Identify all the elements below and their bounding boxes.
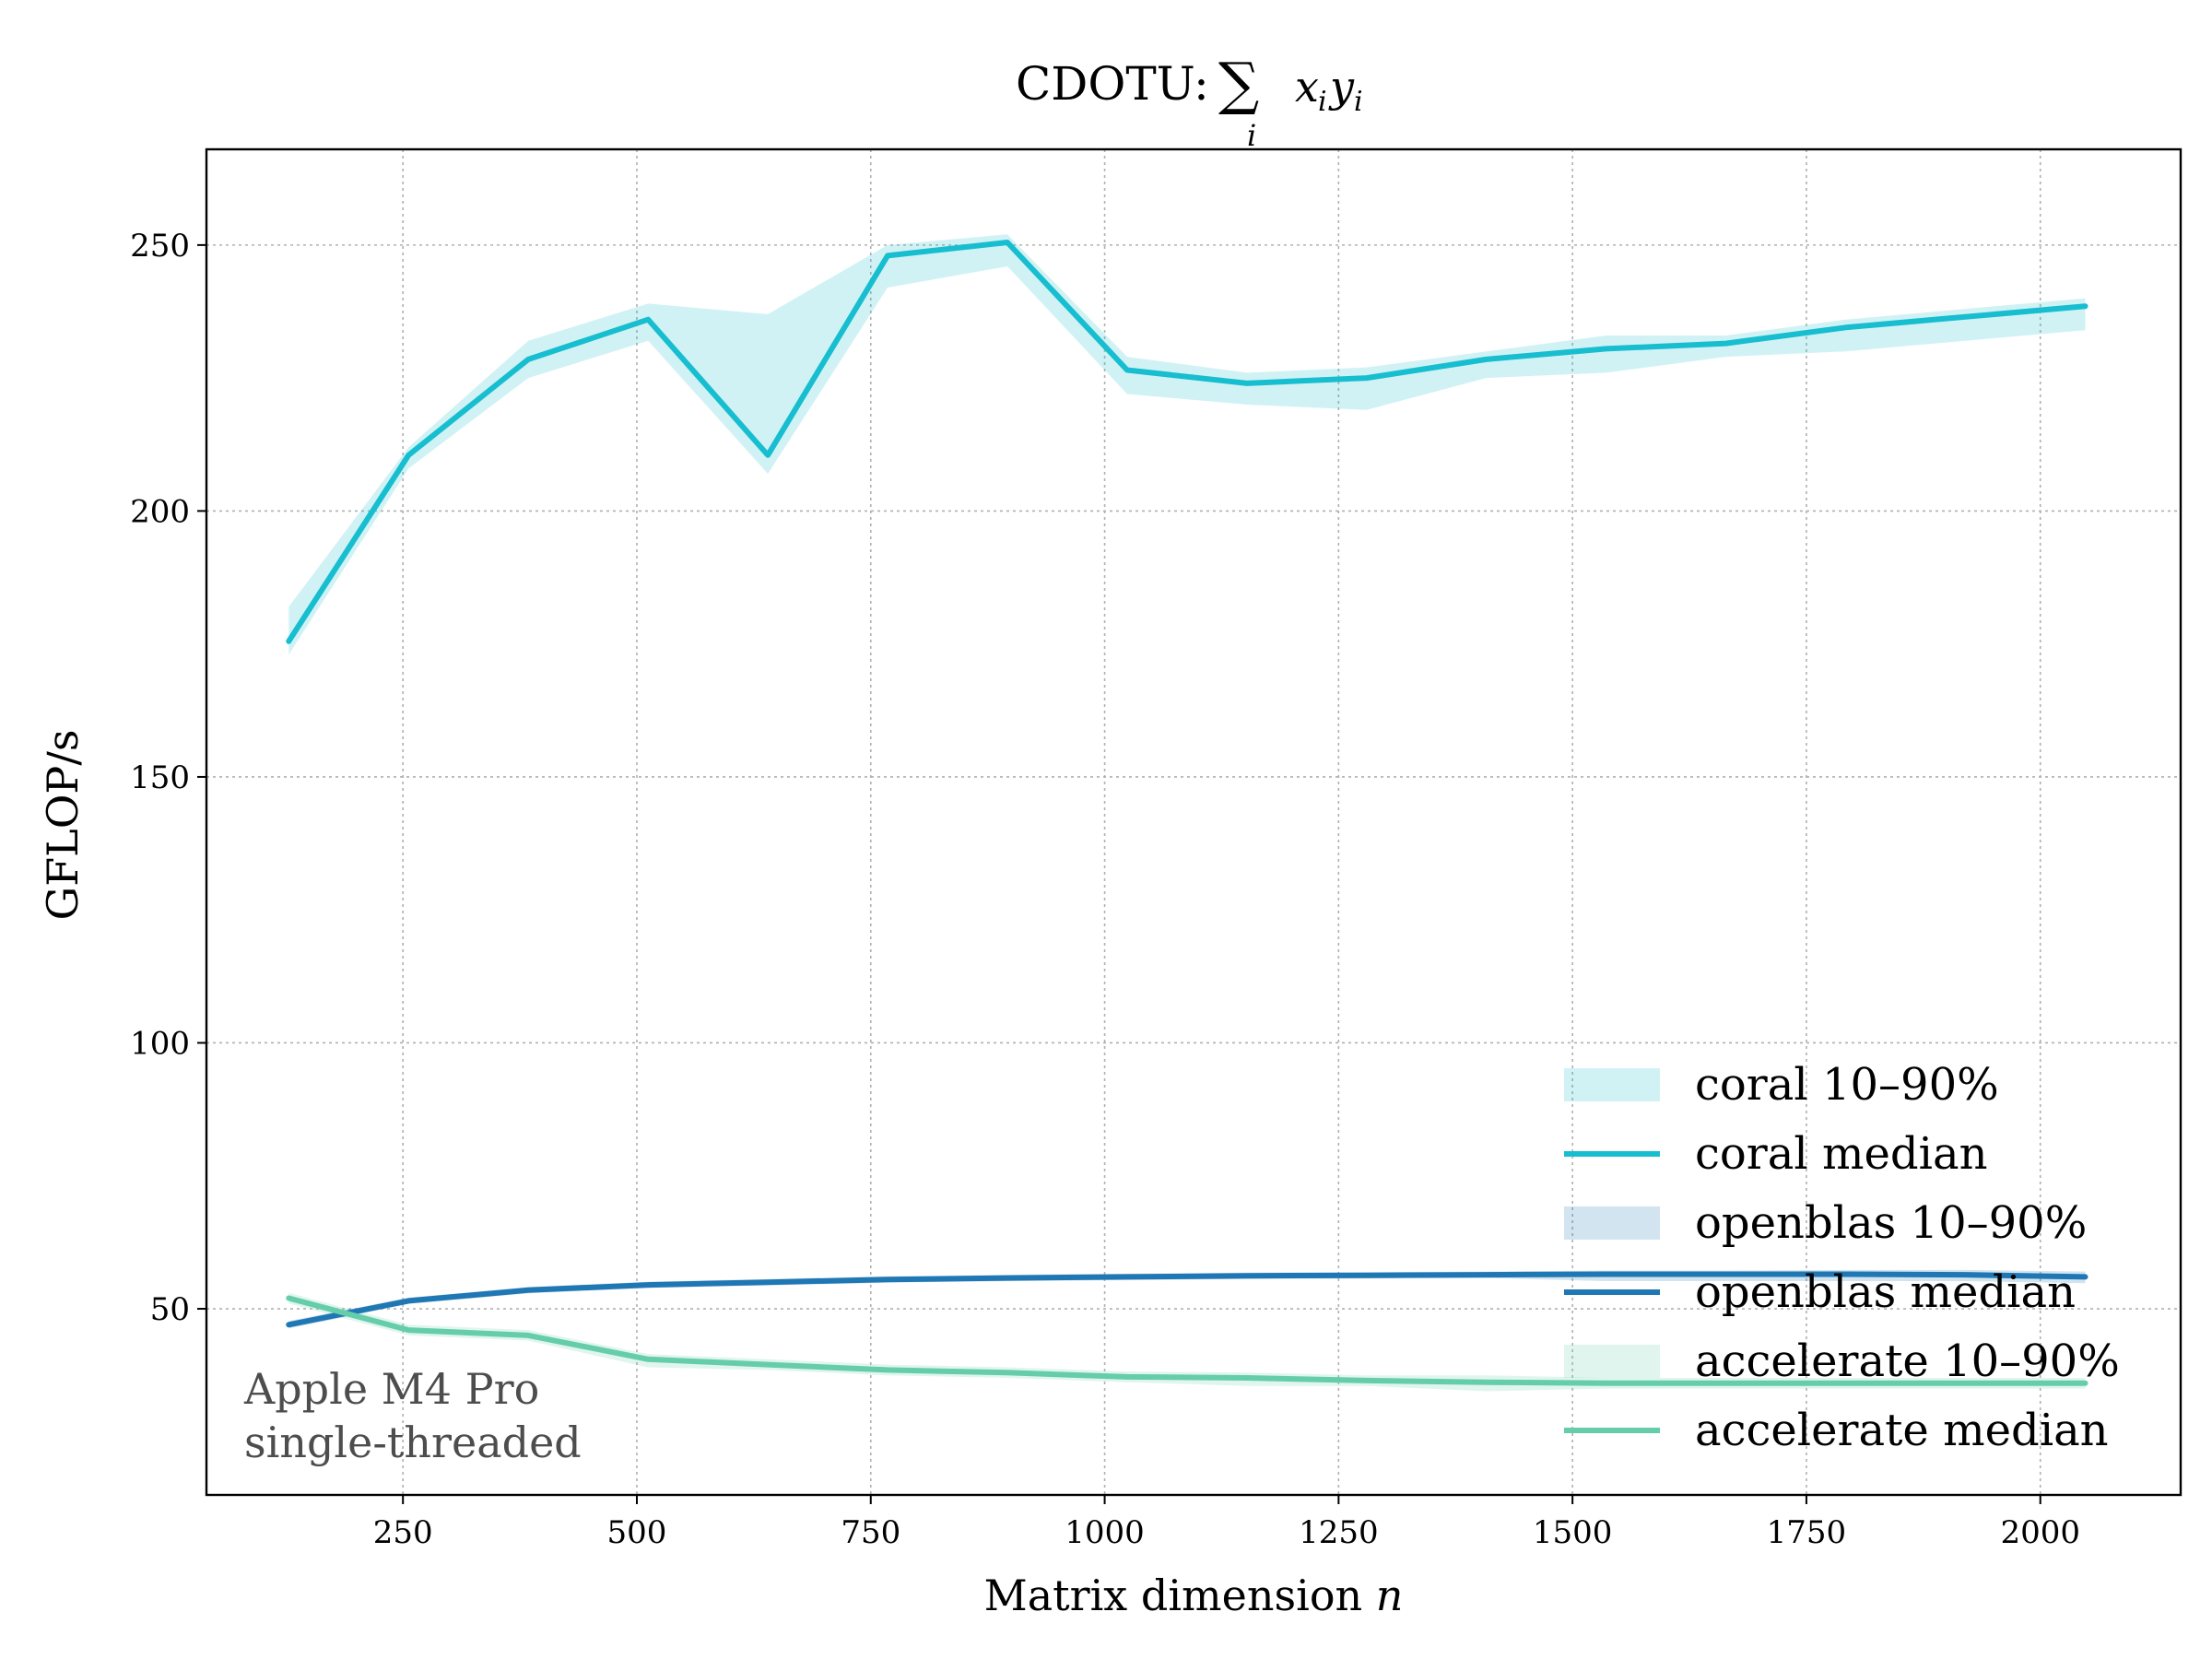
chart-title-math: ∑ i x i y i (1218, 50, 1363, 153)
y-tick-label: 200 (130, 493, 190, 530)
y-tick-label: 250 (130, 228, 190, 265)
grid (206, 149, 2181, 1495)
legend-swatch-band (1564, 1206, 1660, 1240)
accelerate-band (288, 1292, 2086, 1392)
legend-entry-coral-band: coral 10–90% (1564, 1059, 1999, 1111)
legend-entry-openblas-band: openblas 10–90% (1564, 1197, 2087, 1249)
y-tick-label: 50 (150, 1291, 190, 1328)
x-tick-label: 1250 (1299, 1514, 1379, 1551)
openblas-median-line (286, 1271, 2088, 1328)
x-tick-label: 500 (607, 1514, 667, 1551)
svg-text:i: i (1318, 86, 1327, 118)
svg-text:i: i (1247, 118, 1256, 153)
svg-text:i: i (1354, 86, 1363, 118)
x-tick-label: 1000 (1065, 1514, 1145, 1551)
legend: coral 10–90% coral median openblas 10–90% o… (1564, 1059, 2120, 1456)
legend-label: coral 10–90% (1695, 1059, 1999, 1111)
x-tick-label: 1500 (1533, 1514, 1613, 1551)
median-lines (286, 240, 2088, 1386)
y-tick-label: 150 (130, 759, 190, 796)
x-axis-label: Matrix dimension n (984, 1571, 1404, 1620)
legend-entry-coral-line: coral median (1564, 1128, 1987, 1180)
x-axis-ticks: 250 500 750 1000 1250 1500 1750 2000 (373, 1495, 2080, 1551)
coral-band (288, 234, 2086, 655)
plot-frame (205, 147, 2183, 1497)
y-axis-ticks: 50 100 150 200 250 (130, 228, 206, 1328)
svg-text:∑: ∑ (1218, 50, 1259, 117)
legend-entry-openblas-line: openblas median (1564, 1266, 2076, 1318)
x-tick-label: 2000 (2000, 1514, 2080, 1551)
chart-title-prefix: CDOTU: (1016, 57, 1209, 111)
chart-title: CDOTU: ∑ i x i y i (1016, 50, 1363, 153)
legend-swatch-band (1564, 1345, 1660, 1378)
legend-label: accelerate 10–90% (1695, 1335, 2120, 1387)
legend-swatch-band (1564, 1068, 1660, 1101)
x-tick-label: 750 (841, 1514, 900, 1551)
annotation-line-2: single-threaded (244, 1418, 582, 1467)
coral-median-line (286, 240, 2088, 644)
svg-text:x: x (1295, 62, 1319, 112)
x-tick-label: 250 (373, 1514, 433, 1551)
legend-label: openblas 10–90% (1695, 1197, 2087, 1249)
x-axis-label-text: Matrix dimension (984, 1571, 1363, 1620)
legend-label: accelerate median (1695, 1405, 2109, 1456)
hardware-annotation: Apple M4 Pro single-threaded (243, 1364, 582, 1467)
legend-entry-accelerate-line: accelerate median (1564, 1405, 2109, 1456)
x-tick-label: 1750 (1767, 1514, 1847, 1551)
legend-entry-accelerate-band: accelerate 10–90% (1564, 1335, 2120, 1387)
legend-label: openblas median (1695, 1266, 2076, 1318)
y-axis-label: GFLOP/s (38, 730, 88, 921)
y-tick-label: 100 (130, 1025, 190, 1062)
annotation-line-1: Apple M4 Pro (243, 1364, 539, 1414)
accelerate-median-line (286, 1295, 2088, 1386)
x-axis-label-var: n (1376, 1571, 1404, 1620)
legend-label: coral median (1695, 1128, 1987, 1180)
svg-text:y: y (1328, 62, 1355, 112)
